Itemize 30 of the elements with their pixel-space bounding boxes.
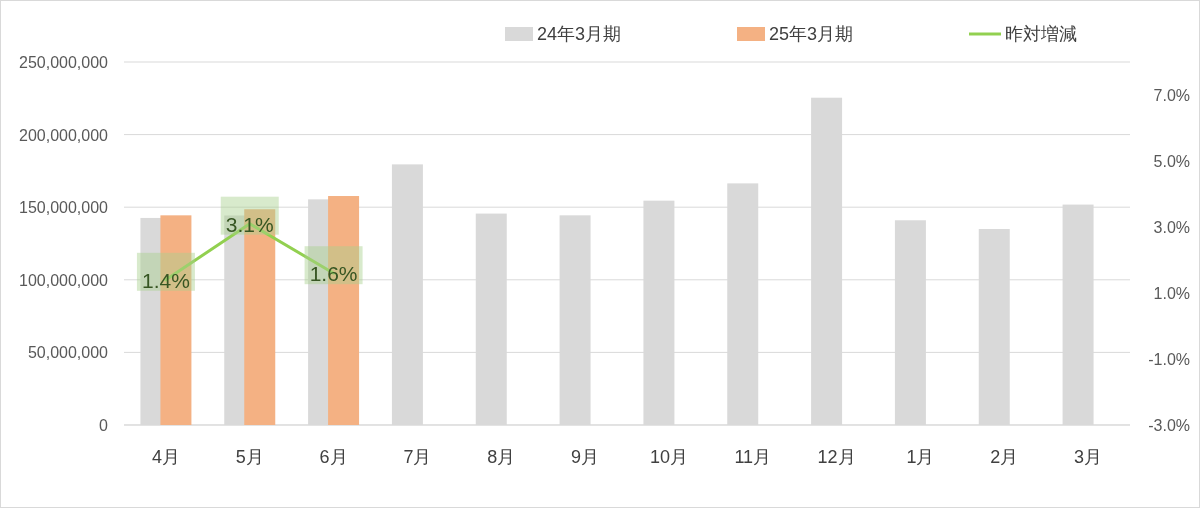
x-tick-label: 6月 <box>319 447 348 467</box>
data-label: 1.4% <box>141 268 190 292</box>
x-tick-label: 4月 <box>151 447 180 467</box>
y-tick-label: 0 <box>99 417 109 434</box>
y2-tick-label: 3.0% <box>1153 219 1190 236</box>
x-tick-label: 9月 <box>571 447 600 467</box>
x-tick-label: 2月 <box>990 447 1019 467</box>
x-tick-label: 10月 <box>649 447 688 467</box>
y2-tick-label: 7.0% <box>1153 87 1190 104</box>
x-tick-label: 11月 <box>734 447 772 467</box>
data-label: 3.1% <box>225 212 274 236</box>
x-tick-label: 12月 <box>817 447 856 467</box>
y2-tick-label: -1.0% <box>1148 351 1190 368</box>
y-tick-label: 150,000,000 <box>19 199 109 217</box>
x-tick-label: 5月 <box>235 447 264 467</box>
legend-label: 24年3月期 <box>537 24 622 44</box>
x-tick-label: 1月 <box>906 447 935 467</box>
y-tick-label: 100,000,000 <box>19 271 109 289</box>
y-tick-label: 250,000,000 <box>19 54 109 71</box>
legend-label: 昨対増減 <box>1005 24 1077 44</box>
x-tick-label: 7月 <box>403 447 432 467</box>
y2-tick-label: -3.0% <box>1148 417 1190 434</box>
y-tick-label: 200,000,000 <box>19 126 109 144</box>
y2-tick-label: 5.0% <box>1153 153 1190 170</box>
x-tick-label: 8月 <box>487 447 516 467</box>
legend-label: 25年3月期 <box>769 24 854 44</box>
x-tick-label: 3月 <box>1074 447 1103 467</box>
y2-tick-label: 1.0% <box>1153 285 1190 302</box>
data-label: 1.6% <box>309 262 358 286</box>
y-tick-label: 50,000,000 <box>27 344 109 362</box>
